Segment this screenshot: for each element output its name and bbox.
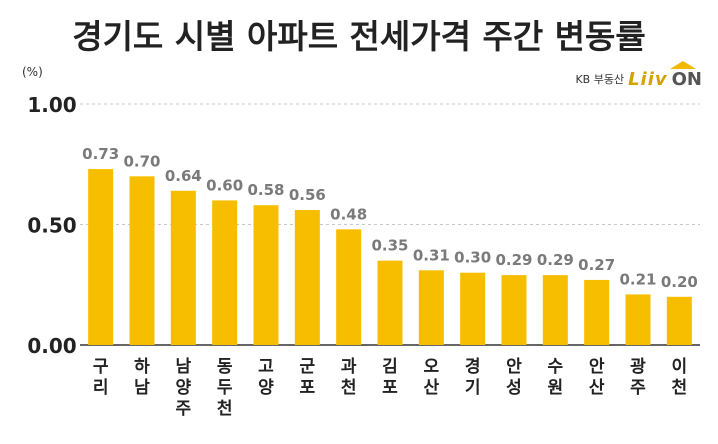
x-tick-label: 양 <box>176 378 192 398</box>
x-tick-label: 천 <box>217 399 233 419</box>
x-tick-label: 이 <box>672 357 688 377</box>
x-tick-label: 두 <box>217 378 233 398</box>
bar-value-label: 0.58 <box>247 181 284 199</box>
bar <box>253 205 279 345</box>
logo-on-label: ON <box>671 68 702 90</box>
x-tick-label: 주 <box>176 399 192 419</box>
logo-liiv-text: Liiv <box>628 68 668 90</box>
bar <box>584 279 610 345</box>
x-tick-label: 산 <box>424 378 440 398</box>
bar <box>294 210 320 345</box>
bar-value-label: 0.29 <box>495 251 532 269</box>
bar <box>377 260 403 345</box>
x-tick-label: 포 <box>300 378 316 398</box>
x-tick-label: 과 <box>341 357 357 377</box>
bar <box>129 176 155 345</box>
bar <box>501 275 527 345</box>
bar-value-label: 0.48 <box>330 205 367 223</box>
y-tick-label: 1.00 <box>27 93 76 117</box>
x-tick-label: 포 <box>382 378 398 398</box>
bar-value-label: 0.73 <box>82 145 119 163</box>
y-unit-label: (%) <box>22 65 43 79</box>
x-tick-label: 성 <box>506 378 522 398</box>
x-tick-label: 하 <box>134 357 150 377</box>
x-tick-label: 수 <box>548 357 564 377</box>
bar <box>170 190 196 345</box>
x-tick-label: 남 <box>176 357 192 377</box>
x-tick-label: 김 <box>382 357 398 377</box>
x-tick-label: 안 <box>589 357 605 377</box>
x-tick-label: 광 <box>630 357 646 377</box>
bar-value-label: 0.60 <box>206 176 243 194</box>
x-tick-label: 경 <box>465 357 481 377</box>
x-tick-label: 오 <box>424 357 440 377</box>
x-tick-label: 안 <box>506 357 522 377</box>
x-tick-label: 고 <box>258 357 274 377</box>
x-tick-label: 기 <box>465 378 481 398</box>
bar-value-label: 0.29 <box>537 251 574 269</box>
bar <box>212 200 238 345</box>
x-tick-label: 천 <box>672 378 688 398</box>
kb-liiv-on-logo: KB 부동산 Liiv ON <box>575 60 702 92</box>
x-tick-label: 양 <box>258 378 274 398</box>
x-tick-label: 군 <box>300 357 316 377</box>
bar-value-label: 0.30 <box>454 249 491 267</box>
x-tick-label: 구 <box>93 357 109 377</box>
logo-kb-text: KB 부동산 <box>575 73 625 86</box>
bar-value-label: 0.64 <box>165 167 202 185</box>
x-tick-label: 주 <box>630 378 646 398</box>
bar <box>460 272 486 345</box>
y-tick-label: 0.50 <box>27 214 76 238</box>
bar-value-label: 0.21 <box>619 270 656 288</box>
x-tick-label: 천 <box>341 378 357 398</box>
chart-title: 경기도 시별 아파트 전세가격 주간 변동률 <box>72 17 646 56</box>
x-tick-label: 동 <box>217 357 233 377</box>
bar <box>418 270 444 345</box>
y-tick-label: 0.00 <box>27 334 76 358</box>
x-tick-label: 리 <box>93 378 109 398</box>
bar <box>336 229 362 345</box>
bar-value-label: 0.35 <box>371 237 408 255</box>
bar-value-label: 0.27 <box>578 256 615 274</box>
bar <box>625 294 651 345</box>
bar-value-label: 0.20 <box>661 273 698 291</box>
bar-value-label: 0.56 <box>289 186 326 204</box>
x-tick-label: 원 <box>548 378 564 398</box>
bar <box>666 296 692 345</box>
bar-value-label: 0.70 <box>123 152 160 170</box>
x-tick-label: 산 <box>589 378 605 398</box>
bar <box>88 169 114 345</box>
house-roof-icon <box>669 60 696 69</box>
bar <box>542 275 568 345</box>
bar-value-label: 0.31 <box>413 246 450 264</box>
x-tick-label: 남 <box>134 378 150 398</box>
logo-on-text: ON <box>669 60 702 90</box>
